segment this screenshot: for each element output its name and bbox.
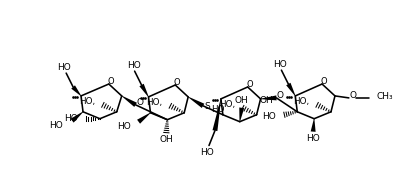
Text: O: O xyxy=(277,91,284,100)
Text: O: O xyxy=(321,77,327,86)
Text: O: O xyxy=(136,98,143,107)
Text: HO,: HO, xyxy=(219,100,235,109)
Text: OH: OH xyxy=(260,96,274,105)
Text: CH₃: CH₃ xyxy=(377,92,393,101)
Text: O: O xyxy=(349,91,356,100)
Text: HO: HO xyxy=(117,122,131,131)
Polygon shape xyxy=(137,113,151,124)
Text: HO: HO xyxy=(64,114,78,123)
Polygon shape xyxy=(311,119,316,132)
Text: O: O xyxy=(246,80,253,89)
Text: HO: HO xyxy=(57,63,71,72)
Text: HO: HO xyxy=(127,61,141,70)
Text: O: O xyxy=(174,77,181,87)
Polygon shape xyxy=(213,99,221,131)
Text: HO: HO xyxy=(50,121,63,130)
Polygon shape xyxy=(122,96,137,107)
Polygon shape xyxy=(239,107,244,122)
Polygon shape xyxy=(261,95,276,100)
Text: HO: HO xyxy=(211,105,225,114)
Text: HO,: HO, xyxy=(79,97,95,106)
Polygon shape xyxy=(286,83,296,96)
Polygon shape xyxy=(139,84,149,97)
Text: O: O xyxy=(108,77,114,86)
Text: OH: OH xyxy=(235,96,249,105)
Text: HO: HO xyxy=(274,60,287,69)
Polygon shape xyxy=(71,85,81,96)
Text: HO,: HO, xyxy=(146,98,162,107)
Polygon shape xyxy=(70,112,83,123)
Text: HO,: HO, xyxy=(293,97,309,106)
Text: S: S xyxy=(204,102,210,111)
Polygon shape xyxy=(188,97,204,108)
Text: HO: HO xyxy=(262,112,276,121)
Text: HO: HO xyxy=(306,134,320,143)
Text: HO: HO xyxy=(200,148,214,157)
Text: OH: OH xyxy=(159,135,173,144)
